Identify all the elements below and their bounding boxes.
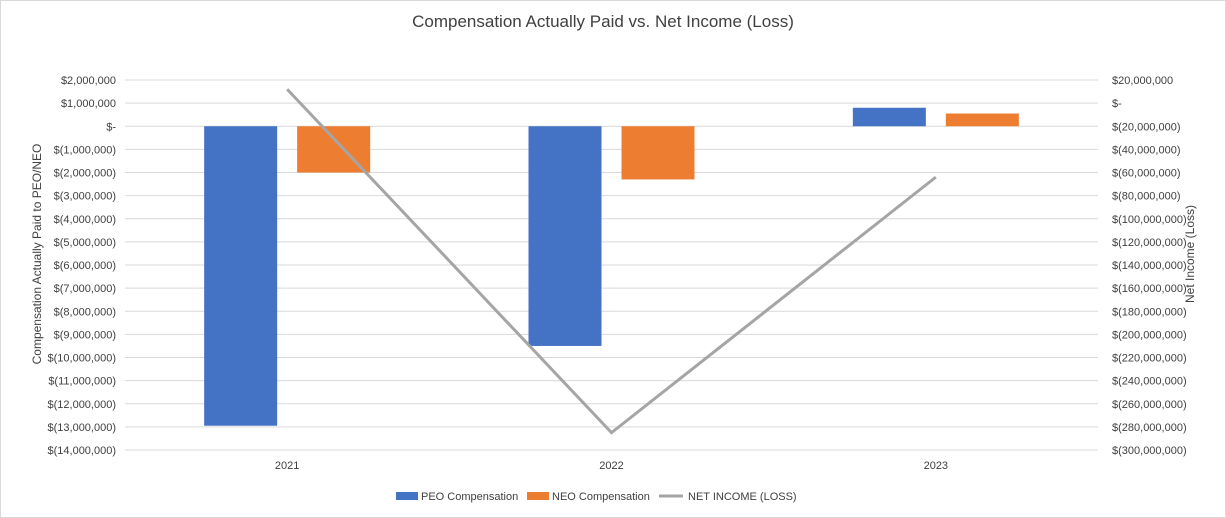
right-tick-label: $(240,000,000) (1112, 376, 1187, 388)
legend-swatch (396, 492, 418, 500)
right-tick-label: $(160,000,000) (1112, 283, 1187, 295)
bar-series (204, 107, 1019, 426)
left-tick-label: $(2,000,000) (54, 168, 116, 180)
right-tick-label: $(280,000,000) (1112, 422, 1187, 434)
left-axis-label: Compensation Actually Paid to PEO/NEO (30, 144, 44, 365)
left-tick-label: $(1,000,000) (54, 144, 116, 156)
right-tick-label: $(60,000,000) (1112, 168, 1181, 180)
chart-title: Compensation Actually Paid vs. Net Incom… (412, 12, 794, 31)
peo-bar (528, 126, 602, 346)
neo-bar (621, 126, 695, 180)
left-tick-label: $(5,000,000) (54, 237, 116, 249)
right-tick-label: $(200,000,000) (1112, 329, 1187, 341)
right-tick-label: $(100,000,000) (1112, 214, 1187, 226)
neo-bar (945, 113, 1019, 127)
net-income-line (286, 88, 937, 435)
left-tick-label: $1,000,000 (61, 98, 116, 110)
right-tick-label: $(220,000,000) (1112, 353, 1187, 365)
left-axis-ticks: $2,000,000 $1,000,000 $- $(1,000,000) $(2,00… (48, 75, 117, 457)
legend-label: NET INCOME (LOSS) (688, 491, 797, 503)
right-tick-label: $- (1112, 98, 1122, 110)
left-tick-label: $(9,000,000) (54, 329, 116, 341)
left-tick-label: $(7,000,000) (54, 283, 116, 295)
x-axis-ticks: 2021 2022 2023 (275, 460, 948, 472)
right-tick-label: $(120,000,000) (1112, 237, 1187, 249)
gridlines (125, 79, 1098, 451)
left-tick-label: $2,000,000 (61, 75, 116, 87)
right-tick-label: $(80,000,000) (1112, 191, 1181, 203)
x-tick-label: 2021 (275, 460, 299, 472)
left-tick-label: $(4,000,000) (54, 214, 116, 226)
right-tick-label: $(40,000,000) (1112, 144, 1181, 156)
legend-label: PEO Compensation (421, 491, 518, 503)
right-axis-label: Net Income (Loss) (1183, 205, 1197, 303)
peo-bar (852, 107, 926, 127)
peo-bar (204, 126, 278, 426)
right-tick-label: $20,000,000 (1112, 75, 1173, 87)
left-tick-label: $- (106, 121, 116, 133)
right-axis-ticks: $20,000,000 $- $(20,000,000) $(40,000,000) $… (1112, 75, 1187, 457)
legend: PEO Compensation NEO Compensation NET INCO… (396, 491, 797, 503)
right-tick-label: $(180,000,000) (1112, 306, 1187, 318)
left-tick-label: $(14,000,000) (48, 445, 117, 457)
right-tick-label: $(300,000,000) (1112, 445, 1187, 457)
x-tick-label: 2023 (924, 460, 948, 472)
left-tick-label: $(10,000,000) (48, 353, 117, 365)
left-tick-label: $(11,000,000) (48, 376, 116, 388)
left-tick-label: $(8,000,000) (54, 306, 116, 318)
right-tick-label: $(20,000,000) (1112, 121, 1181, 133)
left-tick-label: $(3,000,000) (54, 191, 116, 203)
legend-label: NEO Compensation (552, 491, 650, 503)
legend-swatch (527, 492, 549, 500)
line-series (286, 88, 937, 435)
left-tick-label: $(12,000,000) (48, 399, 117, 411)
left-tick-label: $(6,000,000) (54, 260, 116, 272)
right-tick-label: $(260,000,000) (1112, 399, 1187, 411)
right-tick-label: $(140,000,000) (1112, 260, 1187, 272)
x-tick-label: 2022 (599, 460, 623, 472)
left-tick-label: $(13,000,000) (48, 422, 117, 434)
